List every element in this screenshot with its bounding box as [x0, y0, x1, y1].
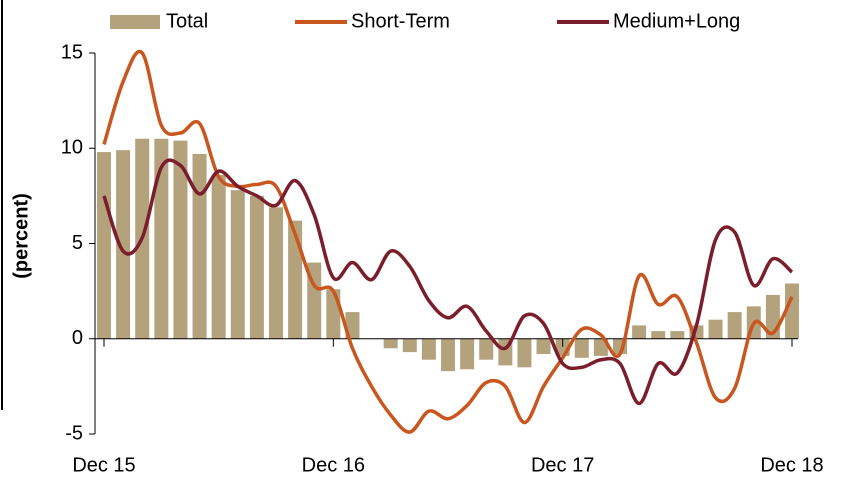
bar	[460, 338, 475, 370]
bar	[670, 331, 685, 339]
y-tick-label: 0	[72, 327, 83, 349]
bar	[97, 152, 111, 339]
bar	[288, 220, 303, 339]
y-tick-label: 5	[72, 232, 83, 254]
bar	[326, 289, 341, 339]
y-tick-label: 15	[61, 41, 83, 63]
x-tick-label: Dec 15	[72, 454, 135, 476]
x-tick-label: Dec 18	[760, 454, 823, 476]
bar	[441, 338, 455, 372]
bar	[651, 331, 666, 339]
legend-label: Medium+Long	[613, 10, 740, 32]
bar	[517, 338, 532, 368]
bar	[269, 207, 283, 339]
y-tick-label: 10	[61, 137, 83, 159]
line	[102, 158, 794, 406]
y-tick-label: -5	[65, 422, 83, 444]
legend-label: Total	[166, 10, 208, 32]
bar	[402, 338, 417, 353]
bar	[708, 319, 723, 339]
bar	[593, 338, 608, 356]
bar	[249, 195, 264, 339]
bar	[116, 150, 131, 339]
bar	[574, 338, 589, 358]
legend-swatch	[110, 15, 160, 29]
bar	[154, 138, 169, 339]
bar	[173, 140, 188, 339]
bar	[345, 312, 360, 339]
x-tick-label: Dec 17	[531, 454, 594, 476]
bar	[192, 153, 207, 339]
bar	[479, 338, 494, 360]
bar	[632, 325, 647, 339]
legend-label: Short-Term	[351, 10, 450, 32]
x-tick-label: Dec 16	[302, 454, 365, 476]
bar	[230, 190, 245, 339]
bar	[211, 174, 226, 339]
y-axis-label: (percent)	[10, 193, 32, 279]
bar	[785, 283, 799, 339]
bar	[727, 312, 742, 339]
bar	[536, 338, 551, 354]
line	[102, 49, 794, 434]
bar	[383, 338, 398, 349]
bar	[421, 338, 436, 360]
